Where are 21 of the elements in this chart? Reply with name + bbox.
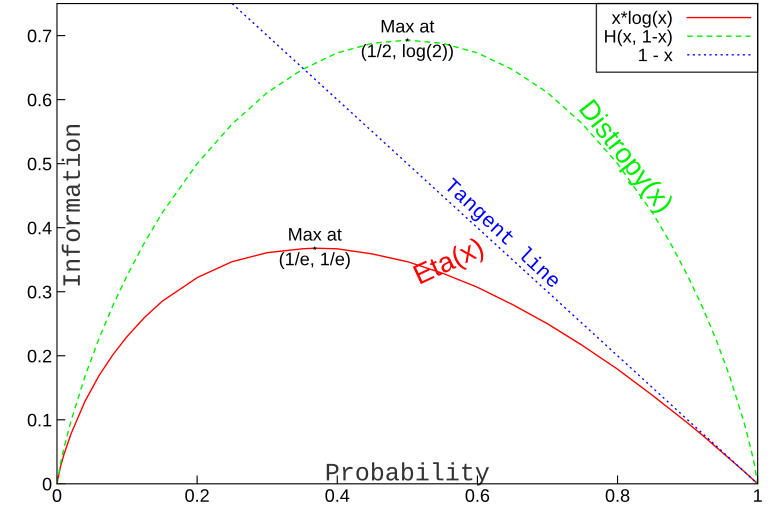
legend-label: x*log(x) xyxy=(612,10,672,28)
x-tick-label: 1 xyxy=(754,489,762,502)
x-tick-label: 0.6 xyxy=(466,489,490,502)
y-tick-label: 0.2 xyxy=(28,350,52,362)
y-axis-title: Information xyxy=(62,124,80,286)
x-axis-title: Probability xyxy=(326,462,490,486)
annotation: Max at (1/2, log(2)) xyxy=(362,20,453,61)
y-tick-label: 0.3 xyxy=(28,286,52,298)
annotation: Max at (1/e, 1/e) xyxy=(280,228,350,269)
x-tick-label: 0.8 xyxy=(606,489,630,502)
y-tick-label: 0.6 xyxy=(28,94,52,106)
y-tick-label: 0 xyxy=(42,478,52,491)
y-tick-label: 0.5 xyxy=(28,158,52,170)
legend-label: 1 - x xyxy=(639,48,673,62)
y-tick-label: 0.4 xyxy=(28,222,52,234)
x-tick-label: 0.2 xyxy=(185,489,209,502)
legend-label: H(x, 1-x) xyxy=(605,29,672,46)
x-tick-label: 0.4 xyxy=(325,489,350,502)
y-tick-label: 0.1 xyxy=(28,414,52,427)
y-tick-label: 0.7 xyxy=(28,30,52,42)
x-tick-label: 0 xyxy=(52,489,62,502)
